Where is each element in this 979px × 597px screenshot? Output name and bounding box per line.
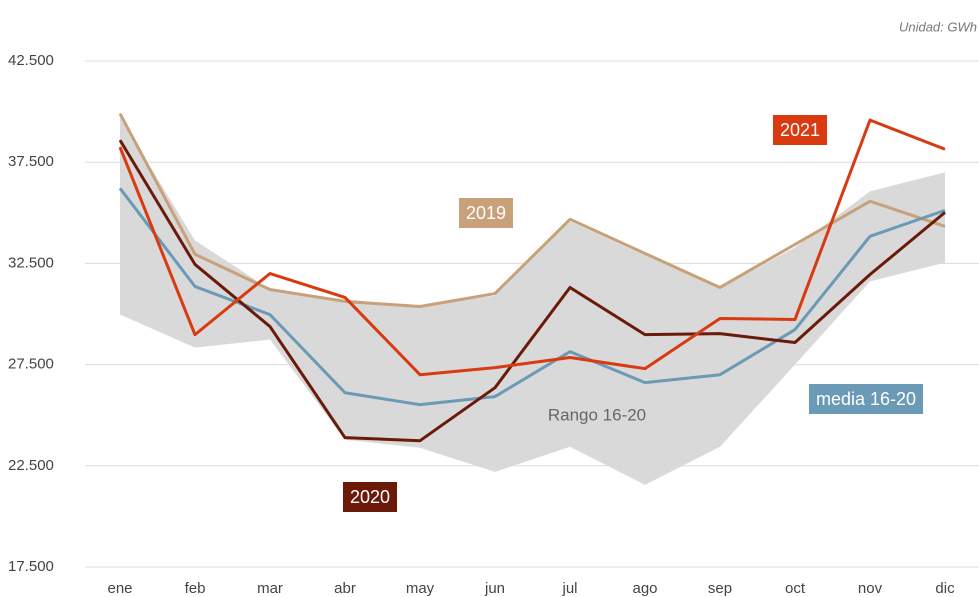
series-line bbox=[118, 187, 946, 407]
series-label-box bbox=[342, 482, 398, 512]
y-tick-label: 22.500 bbox=[8, 457, 54, 474]
series-label: 2020 bbox=[342, 482, 398, 512]
x-tick-label: mar bbox=[257, 580, 283, 597]
x-tick-label: nov bbox=[858, 580, 883, 597]
series-label-box bbox=[772, 115, 828, 145]
y-tick-label: 17.500 bbox=[8, 558, 54, 575]
series-label-box bbox=[808, 384, 924, 414]
series-line bbox=[118, 139, 946, 443]
series-label-box bbox=[458, 198, 514, 228]
x-tick-label: sep bbox=[708, 580, 732, 597]
series-line bbox=[118, 118, 946, 377]
x-tick-label: ago bbox=[632, 580, 657, 597]
series-label-text: 2021 bbox=[780, 120, 820, 140]
x-tick-label: feb bbox=[185, 580, 206, 597]
x-tick-label: dic bbox=[935, 580, 955, 597]
y-tick-label: 37.500 bbox=[8, 153, 54, 170]
y-tick-label: 27.500 bbox=[8, 356, 54, 373]
x-tick-label: jun bbox=[484, 580, 505, 597]
series-label: 2021 bbox=[772, 115, 828, 145]
x-tick-label: may bbox=[406, 580, 435, 597]
range-band bbox=[120, 117, 945, 485]
series-label-text: 2020 bbox=[350, 487, 390, 507]
series-label-text: 2019 bbox=[466, 203, 506, 223]
series-label-text: media 16-20 bbox=[816, 389, 916, 409]
series-label: media 16-20 bbox=[808, 384, 924, 414]
unit-note: Unidad: GWh bbox=[899, 19, 977, 34]
x-tick-label: jul bbox=[561, 580, 577, 597]
x-tick-label: abr bbox=[334, 580, 356, 597]
y-tick-label: 32.500 bbox=[8, 254, 54, 271]
x-tick-label: ene bbox=[107, 580, 132, 597]
band-label: Rango 16-20 bbox=[548, 405, 646, 424]
x-tick-label: oct bbox=[785, 580, 806, 597]
series-label: 2019 bbox=[458, 198, 514, 228]
y-tick-label: 42.500 bbox=[8, 52, 54, 69]
